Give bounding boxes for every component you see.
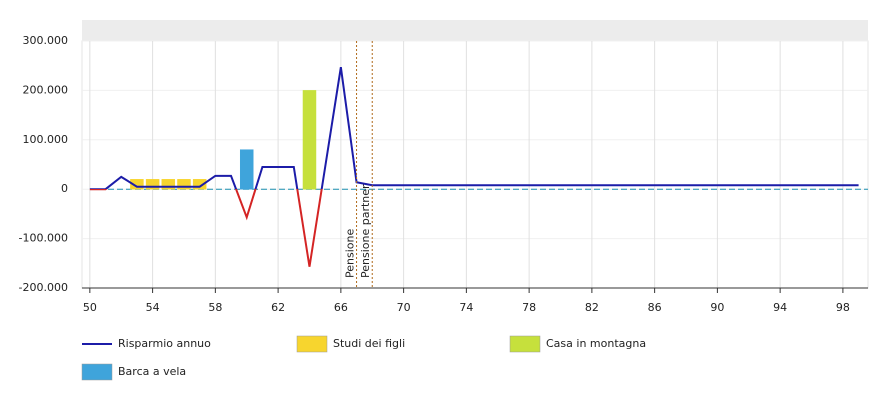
y-tick-label: 300.000 bbox=[23, 34, 69, 47]
legend-label: Casa in montagna bbox=[546, 337, 646, 350]
x-tick-label: 62 bbox=[271, 301, 285, 314]
plot-area bbox=[81, 40, 869, 289]
bar bbox=[161, 179, 176, 190]
x-tick-label: 78 bbox=[522, 301, 536, 314]
y-tick-label: 0 bbox=[61, 182, 68, 195]
x-tick-label: 86 bbox=[648, 301, 662, 314]
x-tick-label: 58 bbox=[208, 301, 222, 314]
plot-header bbox=[82, 20, 868, 41]
legend-swatch bbox=[509, 335, 541, 353]
bar bbox=[302, 90, 317, 190]
x-tick-label: 70 bbox=[397, 301, 411, 314]
y-tick-label: 100.000 bbox=[23, 133, 69, 146]
legend-label: Studi dei figli bbox=[333, 337, 405, 350]
legend-swatch bbox=[81, 363, 113, 381]
x-tick-label: 54 bbox=[146, 301, 160, 314]
annotation-label: Pensione bbox=[344, 229, 357, 278]
bar bbox=[177, 179, 191, 190]
legend-swatch bbox=[296, 335, 328, 353]
y-tick-label: 200.000 bbox=[23, 83, 69, 96]
x-tick-label: 74 bbox=[459, 301, 473, 314]
y-tick-label: -100.000 bbox=[19, 232, 68, 245]
y-tick-label: -200.000 bbox=[19, 281, 68, 294]
bar bbox=[192, 179, 207, 190]
x-tick-label: 98 bbox=[836, 301, 850, 314]
x-tick-label: 90 bbox=[710, 301, 724, 314]
legend-label: Risparmio annuo bbox=[118, 337, 211, 350]
x-tick-label: 94 bbox=[773, 301, 787, 314]
line bbox=[89, 67, 859, 267]
x-tick-label: 82 bbox=[585, 301, 599, 314]
bar bbox=[239, 149, 254, 190]
legend-label: Barca a vela bbox=[118, 365, 186, 378]
bar bbox=[130, 179, 144, 190]
x-tick-label: 50 bbox=[83, 301, 97, 314]
bar bbox=[145, 179, 160, 190]
annotation-label: Pensione partner bbox=[359, 184, 372, 278]
x-tick-label: 66 bbox=[334, 301, 348, 314]
